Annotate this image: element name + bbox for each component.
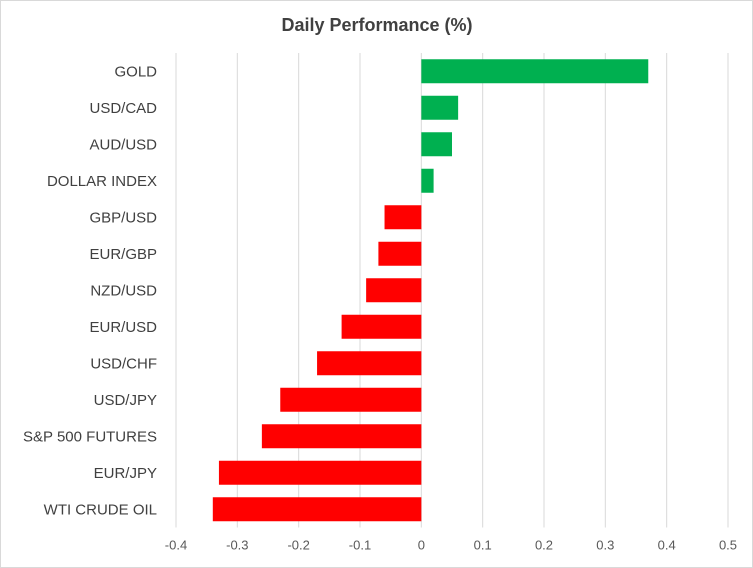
- category-label: USD/CHF: [90, 355, 157, 372]
- bar: [421, 132, 452, 157]
- gridlines: [175, 53, 729, 528]
- bar: [421, 168, 434, 193]
- bar: [218, 460, 422, 485]
- category-label: AUD/USD: [89, 136, 157, 153]
- category-label: GOLD: [114, 63, 157, 80]
- category-label: USD/JPY: [94, 392, 157, 409]
- category-labels: GOLD USD/CAD AUD/USD DOLLAR INDEX GBP/USD EUR…: [23, 63, 157, 518]
- x-tick-label: 0.3: [596, 538, 614, 553]
- x-tick-label: -0.1: [349, 538, 371, 553]
- bar: [280, 387, 422, 412]
- x-tick-label: 0: [418, 538, 425, 553]
- category-label: GBP/USD: [89, 209, 157, 226]
- bar: [421, 95, 459, 120]
- chart-title: Daily Performance (%): [281, 15, 472, 35]
- x-tick-label: -0.4: [165, 538, 187, 553]
- category-label: EUR/USD: [89, 319, 157, 336]
- x-tick-label: 0.1: [474, 538, 492, 553]
- x-tick-label: 0.4: [658, 538, 676, 553]
- category-label: EUR/GBP: [89, 246, 157, 263]
- bar: [261, 424, 422, 449]
- bar: [341, 314, 422, 339]
- category-label: EUR/JPY: [94, 465, 157, 482]
- bar: [212, 497, 422, 522]
- bars: [212, 59, 649, 522]
- bar: [378, 241, 422, 266]
- category-label: NZD/USD: [90, 282, 157, 299]
- category-label: USD/CAD: [89, 100, 157, 117]
- bar: [384, 205, 422, 230]
- x-tick-label: 0.5: [719, 538, 737, 553]
- category-label: WTI CRUDE OIL: [44, 501, 157, 518]
- bar: [421, 59, 649, 84]
- bar: [366, 278, 422, 303]
- x-tick-label: -0.3: [226, 538, 248, 553]
- x-tick-label: 0.2: [535, 538, 553, 553]
- bar: [317, 351, 422, 376]
- category-label: S&P 500 FUTURES: [23, 428, 157, 445]
- x-tick-labels: -0.4 -0.3 -0.2 -0.1 0 0.1 0.2 0.3 0.4 0.5: [165, 538, 737, 553]
- category-label: DOLLAR INDEX: [47, 173, 157, 190]
- x-tick-label: -0.2: [287, 538, 309, 553]
